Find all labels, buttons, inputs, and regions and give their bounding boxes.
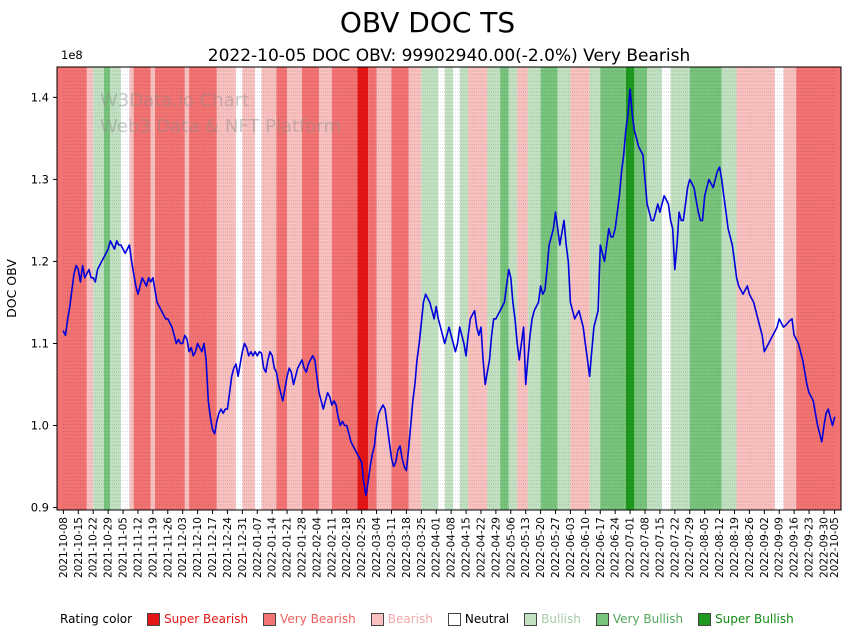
svg-text:2022-06-24: 2022-06-24 bbox=[610, 517, 622, 578]
legend-swatch-icon bbox=[263, 612, 277, 626]
svg-text:2022-04-15: 2022-04-15 bbox=[461, 517, 473, 578]
legend-swatch-icon bbox=[447, 612, 461, 626]
svg-text:2021-12-03: 2021-12-03 bbox=[177, 517, 189, 578]
svg-text:2021-11-05: 2021-11-05 bbox=[118, 517, 130, 578]
svg-text:2021-12-24: 2021-12-24 bbox=[222, 517, 234, 578]
legend-item-bearish: Bearish bbox=[370, 612, 433, 626]
svg-text:2021-12-17: 2021-12-17 bbox=[207, 517, 219, 578]
legend-swatch-icon bbox=[698, 612, 712, 626]
svg-text:2022-02-18: 2022-02-18 bbox=[341, 517, 353, 578]
svg-text:2022-06-10: 2022-06-10 bbox=[580, 517, 592, 578]
legend-swatch-icon bbox=[595, 612, 609, 626]
svg-text:2021-10-15: 2021-10-15 bbox=[73, 517, 85, 578]
svg-text:2022-05-20: 2022-05-20 bbox=[535, 517, 547, 578]
svg-text:2022-01-28: 2022-01-28 bbox=[297, 517, 309, 578]
page-title: OBV DOC TS bbox=[339, 6, 516, 39]
svg-text:2022-08-12: 2022-08-12 bbox=[714, 517, 726, 578]
svg-text:2022-03-11: 2022-03-11 bbox=[386, 517, 398, 578]
legend-swatch-icon bbox=[147, 612, 161, 626]
svg-text:2022-06-17: 2022-06-17 bbox=[595, 517, 607, 578]
legend-item-label: Very Bullish bbox=[612, 612, 684, 626]
svg-text:2022-01-21: 2022-01-21 bbox=[282, 517, 294, 578]
legend-swatch-icon bbox=[370, 612, 384, 626]
legend-swatch-icon bbox=[524, 612, 538, 626]
legend-item-bullish: Bullish bbox=[524, 612, 581, 626]
svg-text:2022-04-29: 2022-04-29 bbox=[490, 517, 502, 578]
svg-text:2021-11-12: 2021-11-12 bbox=[132, 517, 144, 578]
svg-text:2021-10-29: 2021-10-29 bbox=[103, 517, 115, 578]
svg-text:2021-11-26: 2021-11-26 bbox=[162, 517, 174, 578]
legend-item-label: Super Bullish bbox=[715, 612, 794, 626]
legend-item-label: Bearish bbox=[387, 612, 433, 626]
svg-text:2022-01-07: 2022-01-07 bbox=[252, 517, 264, 578]
legend-item-label: Bullish bbox=[541, 612, 581, 626]
legend-items: Super Bearish Very Bearish Bearish Neutral B… bbox=[147, 612, 794, 626]
svg-text:2022-09-02: 2022-09-02 bbox=[759, 517, 771, 578]
legend-item-label: Super Bearish bbox=[164, 612, 249, 626]
svg-text:2022-09-23: 2022-09-23 bbox=[804, 517, 816, 578]
svg-text:2022-08-05: 2022-08-05 bbox=[699, 517, 711, 578]
svg-text:2021-12-10: 2021-12-10 bbox=[192, 517, 204, 578]
legend-item-label: Neutral bbox=[464, 612, 510, 626]
svg-text:2022-09-30: 2022-09-30 bbox=[818, 517, 830, 578]
svg-text:2021-11-19: 2021-11-19 bbox=[147, 517, 159, 578]
svg-text:2022-03-18: 2022-03-18 bbox=[401, 517, 413, 578]
svg-text:2022-07-29: 2022-07-29 bbox=[684, 517, 696, 578]
svg-text:2021-10-08: 2021-10-08 bbox=[58, 517, 70, 578]
svg-text:2022-09-09: 2022-09-09 bbox=[774, 517, 786, 578]
svg-text:2022-01-14: 2022-01-14 bbox=[267, 517, 279, 578]
svg-text:2022-08-26: 2022-08-26 bbox=[744, 517, 756, 578]
legend-item-super-bearish: Super Bearish bbox=[147, 612, 248, 626]
chart-subtitle: 2022-10-05 DOC OBV: 99902940.00(-2.0%) V… bbox=[207, 46, 691, 66]
svg-text:2022-04-22: 2022-04-22 bbox=[475, 517, 487, 578]
svg-text:0.9: 0.9 bbox=[31, 501, 49, 515]
svg-text:1.4: 1.4 bbox=[31, 90, 49, 104]
svg-text:2022-04-01: 2022-04-01 bbox=[431, 517, 443, 578]
svg-text:1.3: 1.3 bbox=[31, 172, 49, 186]
svg-text:2022-02-25: 2022-02-25 bbox=[356, 517, 368, 578]
rating-legend: Rating color Super Bearish Very Bearish Be… bbox=[60, 612, 840, 626]
legend-item-neutral: Neutral bbox=[447, 612, 510, 626]
svg-text:1.0: 1.0 bbox=[31, 419, 49, 433]
svg-text:2022-08-19: 2022-08-19 bbox=[729, 517, 741, 578]
svg-text:1e8: 1e8 bbox=[61, 48, 83, 62]
svg-text:1.2: 1.2 bbox=[31, 254, 49, 268]
legend-item-super-bullish: Super Bullish bbox=[698, 612, 794, 626]
svg-text:2022-05-06: 2022-05-06 bbox=[505, 517, 517, 578]
svg-text:2022-02-11: 2022-02-11 bbox=[326, 517, 338, 578]
legend-item-very-bullish: Very Bullish bbox=[595, 612, 684, 626]
svg-text:DOC OBV: DOC OBV bbox=[4, 259, 19, 318]
svg-text:2021-12-31: 2021-12-31 bbox=[237, 517, 249, 578]
legend-title: Rating color bbox=[60, 612, 133, 626]
svg-text:2022-04-08: 2022-04-08 bbox=[446, 517, 458, 578]
svg-text:2022-07-15: 2022-07-15 bbox=[654, 517, 666, 578]
svg-text:2022-10-05: 2022-10-05 bbox=[829, 517, 841, 578]
svg-text:2022-06-03: 2022-06-03 bbox=[565, 517, 577, 578]
svg-text:2021-10-22: 2021-10-22 bbox=[88, 517, 100, 578]
svg-text:2022-07-01: 2022-07-01 bbox=[625, 517, 637, 578]
svg-text:2022-07-22: 2022-07-22 bbox=[669, 517, 681, 578]
legend-item-label: Very Bearish bbox=[280, 612, 356, 626]
svg-text:2022-03-04: 2022-03-04 bbox=[371, 517, 383, 578]
svg-text:2022-03-25: 2022-03-25 bbox=[416, 517, 428, 578]
svg-text:2022-07-08: 2022-07-08 bbox=[640, 517, 652, 578]
svg-text:2022-02-04: 2022-02-04 bbox=[311, 517, 323, 578]
svg-text:2022-05-27: 2022-05-27 bbox=[550, 517, 562, 578]
svg-text:1.1: 1.1 bbox=[31, 336, 49, 350]
svg-text:2022-05-13: 2022-05-13 bbox=[520, 517, 532, 578]
svg-text:2022-09-16: 2022-09-16 bbox=[789, 517, 801, 578]
legend-item-very-bearish: Very Bearish bbox=[263, 612, 356, 626]
